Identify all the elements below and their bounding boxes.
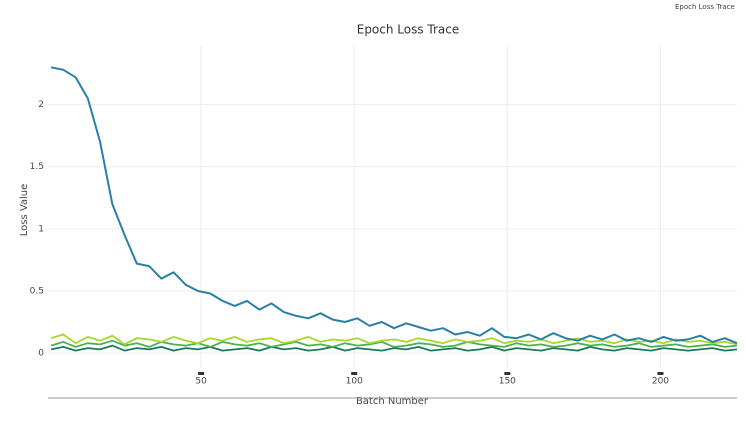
y-tick-label: 2: [38, 100, 44, 110]
x-tick-mark: [657, 372, 664, 375]
x-tick-mark: [504, 372, 511, 375]
x-tick-label: 150: [499, 377, 516, 387]
x-tick-mark: [351, 372, 358, 375]
y-tick-label: 0: [38, 349, 44, 359]
loss-line: [50, 66, 738, 345]
x-tick-label: 200: [652, 377, 669, 387]
x-tick-label: 100: [346, 377, 363, 387]
chart-title: Epoch Loss Trace: [357, 23, 460, 37]
x-tick-mark: [198, 372, 205, 375]
loss-line: [50, 339, 738, 348]
loss-line: [50, 344, 738, 352]
window-title: Epoch Loss Trace: [675, 3, 735, 11]
y-tick-label: 1: [38, 224, 44, 234]
x-tick-label: 50: [195, 377, 207, 387]
y-axis-label: Loss Value: [19, 184, 30, 237]
y-tick-label: 1.5: [30, 162, 44, 172]
loss-line: [50, 333, 738, 346]
x-axis-label: Batch Number: [356, 396, 429, 407]
y-tick-label: 0.5: [30, 286, 44, 296]
